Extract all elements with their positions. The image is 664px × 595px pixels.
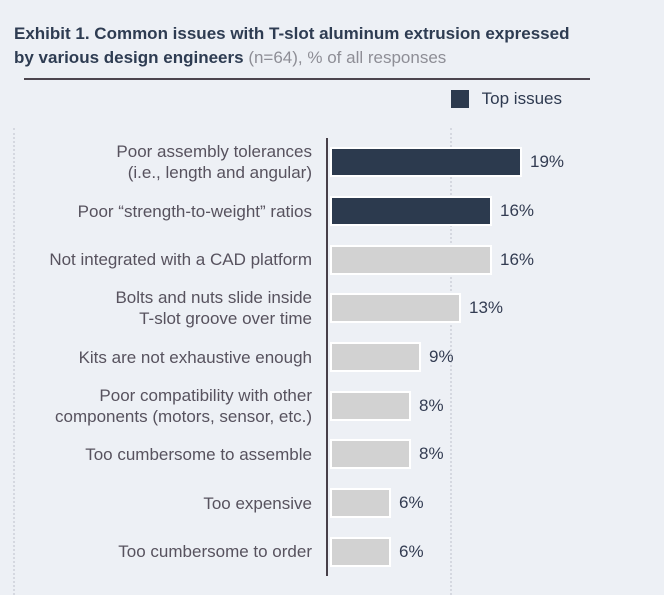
bar-area: 13% bbox=[318, 293, 664, 324]
bar-row: Poor “strength-to-weight” ratios 16% bbox=[0, 187, 664, 236]
bar-category-label: Too cumbersome to assemble bbox=[85, 444, 312, 464]
bar-category-label: Not integrated with a CAD platform bbox=[49, 250, 312, 270]
bar-row: Poor assembly tolerances (i.e., length an… bbox=[0, 138, 664, 187]
chart-header: Exhibit 1. Common issues with T-slot alu… bbox=[0, 0, 596, 80]
bar-value-label: 8% bbox=[419, 444, 444, 464]
bar bbox=[330, 196, 492, 226]
title-divider bbox=[24, 78, 590, 80]
bar bbox=[330, 390, 411, 421]
bar-value-label: 9% bbox=[429, 347, 454, 367]
bar-chart: Poor assembly tolerances (i.e., length an… bbox=[0, 138, 664, 576]
bar-category-label: Poor “strength-to-weight” ratios bbox=[77, 201, 312, 221]
bar-area: 9% bbox=[318, 342, 664, 373]
dotted-guide-right bbox=[450, 128, 452, 595]
bar-row: Too expensive 6% bbox=[0, 479, 664, 528]
bar-value-label: 6% bbox=[399, 493, 424, 513]
bar-row: Too cumbersome to order 6% bbox=[0, 527, 664, 576]
bar-value-label: 8% bbox=[419, 395, 444, 415]
bar-area: 6% bbox=[318, 536, 664, 567]
bar bbox=[330, 293, 461, 324]
bar bbox=[330, 536, 391, 567]
bar bbox=[330, 147, 522, 178]
bar-value-label: 19% bbox=[530, 152, 565, 172]
bar bbox=[330, 488, 391, 519]
legend-label-top-issues: Top issues bbox=[481, 89, 562, 108]
legend-swatch-top-issues bbox=[450, 90, 469, 108]
bar bbox=[330, 439, 411, 470]
bar-category-label: Too expensive bbox=[203, 493, 312, 513]
chart-title-note: (n=64), % of all responses bbox=[248, 48, 447, 67]
bar-area: 6% bbox=[318, 488, 664, 519]
chart-title: Exhibit 1. Common issues with T-slot alu… bbox=[14, 22, 580, 70]
bar-category-label: Poor compatibility with other components … bbox=[55, 385, 312, 426]
chart-title-main: Exhibit 1. Common issues with T-slot alu… bbox=[14, 24, 570, 67]
bar-row: Poor compatibility with other components … bbox=[0, 381, 664, 430]
bar-category-label: Bolts and nuts slide inside T-slot groove… bbox=[115, 288, 312, 329]
bar-rows: Poor assembly tolerances (i.e., length an… bbox=[0, 138, 664, 576]
bar-area: 8% bbox=[318, 439, 664, 470]
dotted-guide-left bbox=[13, 128, 15, 595]
bar-row: Bolts and nuts slide inside T-slot groove… bbox=[0, 284, 664, 333]
bar-value-label: 6% bbox=[399, 541, 424, 561]
bar-area: 8% bbox=[318, 390, 664, 421]
bar bbox=[330, 244, 492, 275]
chart-legend: Top issues bbox=[0, 89, 664, 109]
bar-category-label: Too cumbersome to order bbox=[118, 542, 312, 562]
bar-value-label: 13% bbox=[469, 298, 504, 318]
bar-row: Too cumbersome to assemble 8% bbox=[0, 430, 664, 479]
bar-category-label: Kits are not exhaustive enough bbox=[78, 347, 312, 367]
bar-area: 16% bbox=[318, 196, 664, 226]
bar bbox=[330, 342, 421, 373]
bar-value-label: 16% bbox=[500, 249, 535, 269]
bar-area: 19% bbox=[318, 147, 664, 178]
bar-area: 16% bbox=[318, 244, 664, 275]
bar-value-label: 16% bbox=[500, 201, 535, 220]
bar-category-label: Poor assembly tolerances (i.e., length an… bbox=[116, 142, 312, 183]
y-axis-line bbox=[326, 138, 328, 576]
bar-row: Kits are not exhaustive enough 9% bbox=[0, 333, 664, 382]
bar-row: Not integrated with a CAD platform 16% bbox=[0, 235, 664, 284]
